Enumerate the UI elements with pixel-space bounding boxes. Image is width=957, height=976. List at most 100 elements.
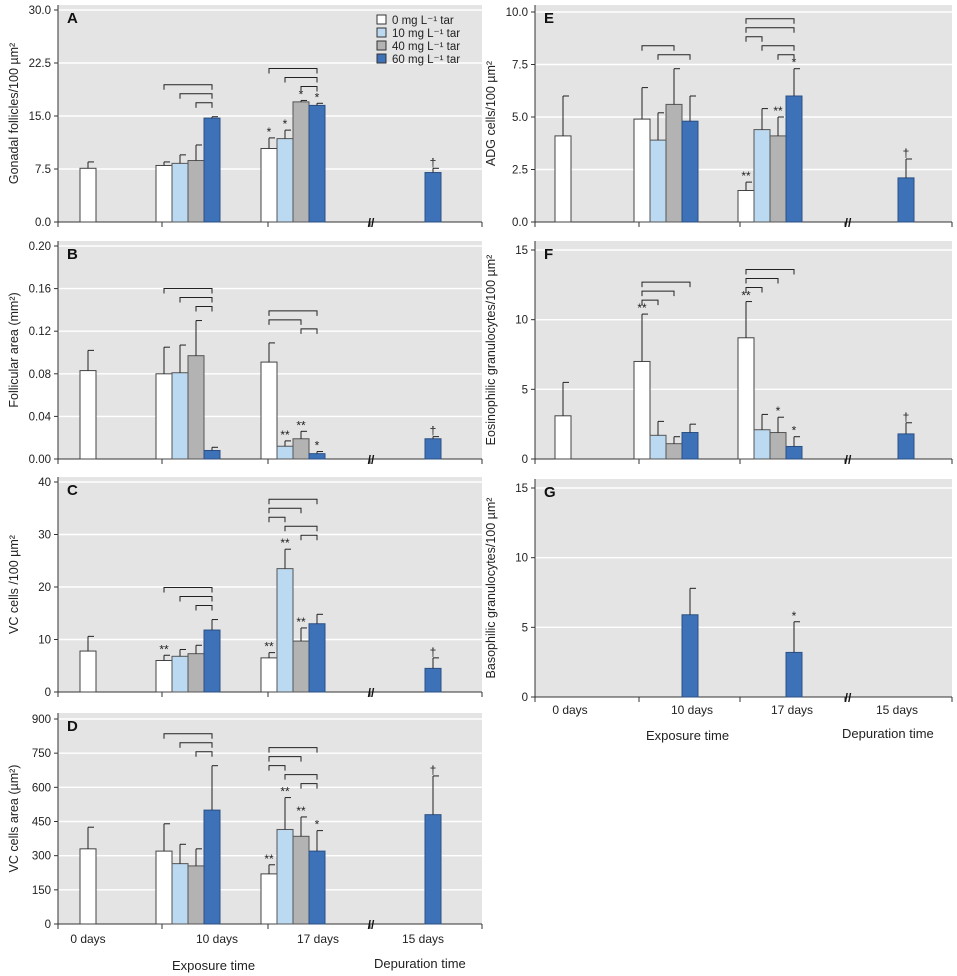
legend-label: 60 mg L⁻¹ tar — [392, 54, 460, 66]
y-tick-label: 5 — [522, 384, 528, 396]
comparison-bracket — [268, 747, 318, 753]
legend-swatch — [376, 14, 387, 25]
y-tick-label: 0 — [45, 919, 51, 931]
bar — [79, 650, 97, 693]
bar — [769, 135, 787, 223]
comparison-bracket — [745, 27, 795, 33]
significance-mark: * — [315, 90, 320, 104]
comparison-bracket — [745, 287, 763, 293]
bar — [753, 429, 771, 460]
panel-letter: F — [544, 246, 553, 263]
significance-mark: ** — [264, 640, 274, 654]
bar — [155, 373, 173, 460]
bar — [171, 655, 189, 693]
x-category-15days-left: 15 days — [401, 932, 445, 946]
y-tick-label: 150 — [32, 885, 51, 897]
comparison-bracket — [745, 18, 795, 24]
significance-mark: ** — [280, 785, 290, 799]
comparison-bracket — [284, 525, 318, 532]
significance-mark: ** — [159, 642, 169, 656]
legend-swatch — [376, 27, 387, 38]
y-tick-label: 0.08 — [29, 369, 51, 381]
panel-letter: B — [67, 246, 78, 263]
y-tick-label: 0 — [522, 454, 528, 466]
axis-break-mark: // — [368, 216, 375, 230]
panel-C: 0 10 20 30 40 // ** ** ** ** † C VC cells /100 µm² — [7, 477, 483, 700]
y-tick-label: 750 — [32, 748, 51, 760]
bar — [292, 640, 310, 693]
y-tick-label: 5.0 — [512, 112, 528, 124]
significance-mark: ** — [637, 301, 647, 315]
comparison-bracket — [268, 310, 318, 316]
y-tick-label: 0.16 — [29, 284, 51, 296]
comparison-bracket — [163, 84, 213, 90]
significance-mark: † — [903, 410, 910, 424]
y-tick-label: 0.0 — [512, 217, 528, 229]
y-axis-label: Basophilic granulocytes/100 µm² — [484, 498, 498, 679]
significance-mark: † — [430, 645, 437, 659]
comparison-bracket — [777, 54, 795, 60]
y-tick-label: 40 — [38, 477, 51, 489]
x-category-17days-left: 17 days — [296, 932, 340, 946]
comparison-bracket — [195, 306, 213, 312]
legend-label: 0 mg L⁻¹ tar — [392, 15, 454, 27]
y-tick-label: 7.5 — [512, 60, 528, 72]
significance-mark: ** — [773, 104, 783, 118]
comparison-bracket — [268, 765, 286, 771]
panel-background — [535, 5, 952, 222]
bar — [79, 848, 97, 925]
comparison-bracket — [268, 67, 318, 74]
bar — [424, 667, 442, 693]
legend-swatch — [376, 53, 387, 64]
significance-mark: † — [430, 763, 437, 777]
x-title-depuration-right: Depuration time — [842, 726, 934, 741]
y-tick-label: 0.12 — [29, 326, 51, 338]
bar — [155, 850, 173, 925]
comparison-bracket — [300, 534, 318, 541]
bar — [633, 118, 651, 223]
bar — [554, 415, 572, 460]
y-tick-label: 10 — [38, 635, 51, 647]
panel-background — [58, 477, 482, 692]
bar — [79, 167, 97, 223]
y-tick-label: 30.0 — [29, 5, 51, 17]
x-category-10days-left: 10 days — [195, 932, 239, 946]
comparison-bracket — [163, 587, 213, 593]
bar — [737, 190, 755, 223]
comparison-bracket — [300, 328, 318, 334]
y-tick-label: 0.0 — [35, 217, 51, 229]
bar — [260, 657, 278, 693]
y-tick-label: 15 — [515, 245, 528, 257]
bar — [424, 438, 442, 460]
panel-background — [535, 479, 952, 697]
y-tick-label: 22.5 — [29, 58, 51, 70]
bar — [203, 629, 221, 693]
bar — [260, 361, 278, 460]
y-tick-label: 0 — [45, 687, 51, 699]
bar — [633, 360, 651, 460]
significance-mark: ** — [264, 852, 274, 866]
comparison-bracket — [268, 516, 286, 523]
comparison-bracket — [300, 783, 318, 789]
y-tick-label: 5 — [522, 622, 528, 634]
x-category-0days-left: 0 days — [70, 932, 106, 946]
bar — [292, 101, 310, 223]
significance-mark: ** — [280, 536, 290, 550]
panel-letter: C — [67, 482, 78, 499]
bar — [753, 129, 771, 223]
x-title-exposure-right: Exposure time — [646, 728, 730, 743]
x-category-17days-right: 17 days — [770, 703, 814, 717]
y-tick-label: 10 — [515, 315, 528, 327]
bar — [187, 653, 205, 693]
bar — [897, 177, 915, 223]
bar — [681, 432, 699, 460]
comparison-bracket — [268, 498, 318, 505]
significance-mark: * — [792, 56, 797, 70]
comparison-bracket — [745, 36, 763, 42]
bar — [292, 835, 310, 925]
bar — [155, 660, 173, 693]
significance-mark: ** — [296, 418, 306, 432]
